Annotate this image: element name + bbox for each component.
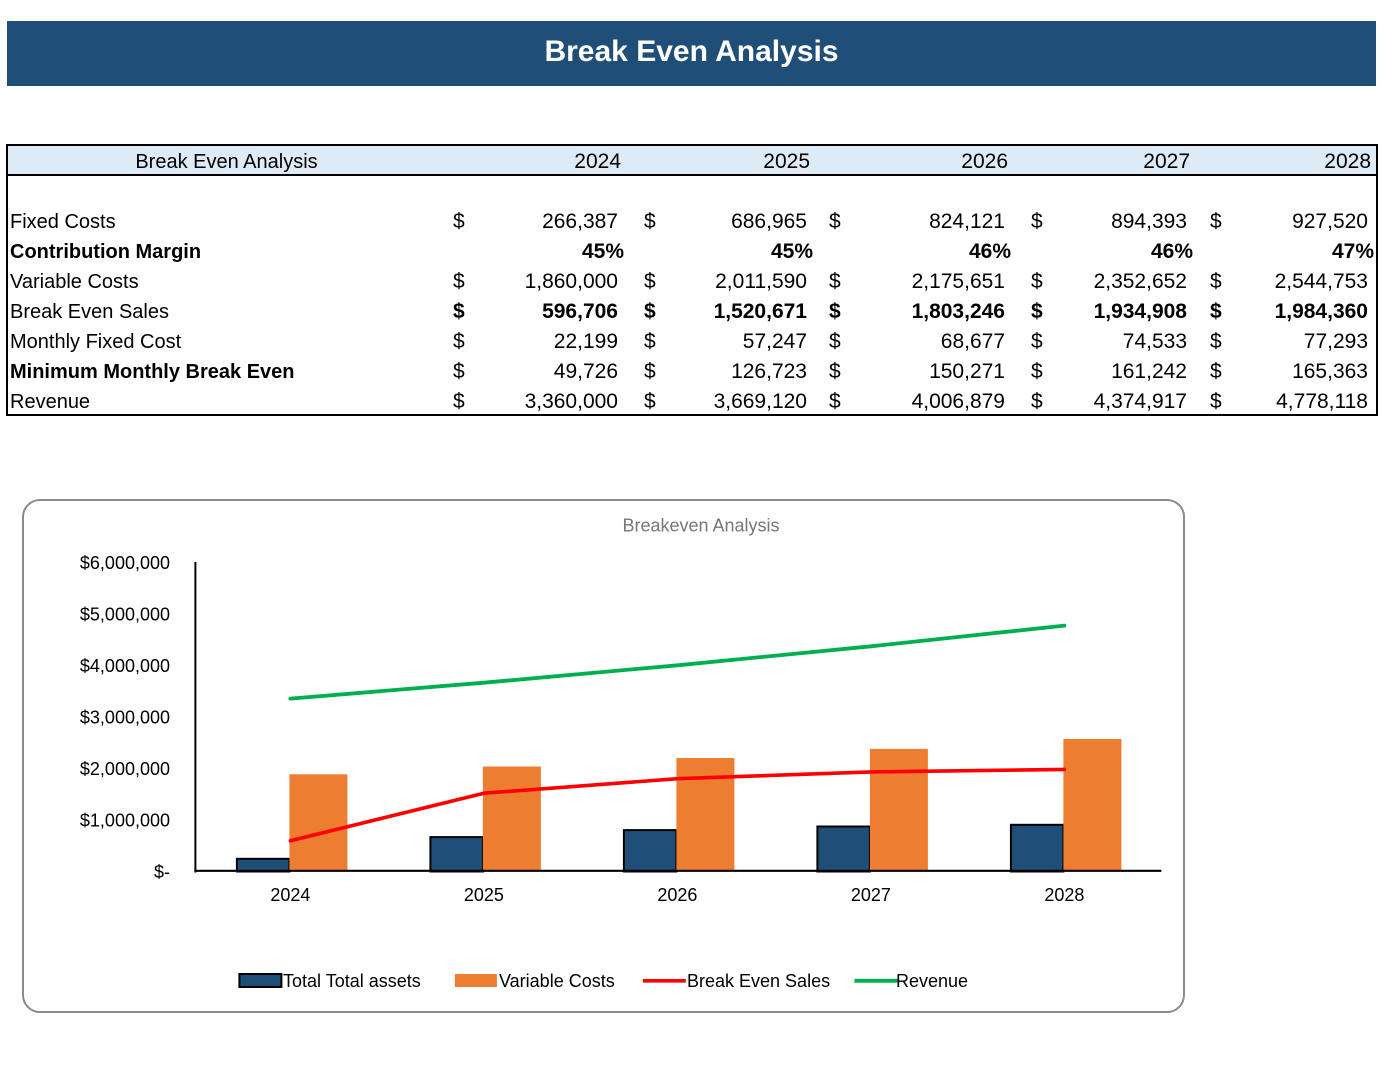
svg-text:$4,000,000: $4,000,000: [80, 656, 170, 676]
svg-text:$-: $-: [154, 862, 170, 882]
svg-text:2028: 2028: [1044, 885, 1084, 905]
svg-text:2025: 2025: [464, 885, 504, 905]
svg-text:$1,000,000: $1,000,000: [80, 811, 170, 831]
svg-text:2024: 2024: [270, 885, 310, 905]
svg-text:2027: 2027: [851, 885, 891, 905]
svg-text:$6,000,000: $6,000,000: [80, 553, 170, 573]
svg-text:Break Even Sales: Break Even Sales: [687, 971, 830, 991]
svg-text:Variable Costs: Variable Costs: [499, 971, 615, 991]
svg-text:$3,000,000: $3,000,000: [80, 708, 170, 728]
svg-text:$5,000,000: $5,000,000: [80, 605, 170, 625]
svg-text:2026: 2026: [657, 885, 697, 905]
svg-text:$2,000,000: $2,000,000: [80, 759, 170, 779]
svg-text:Revenue: Revenue: [896, 971, 968, 991]
svg-text:Total Total assets: Total Total assets: [283, 971, 421, 991]
svg-text:Breakeven Analysis: Breakeven Analysis: [622, 516, 779, 536]
